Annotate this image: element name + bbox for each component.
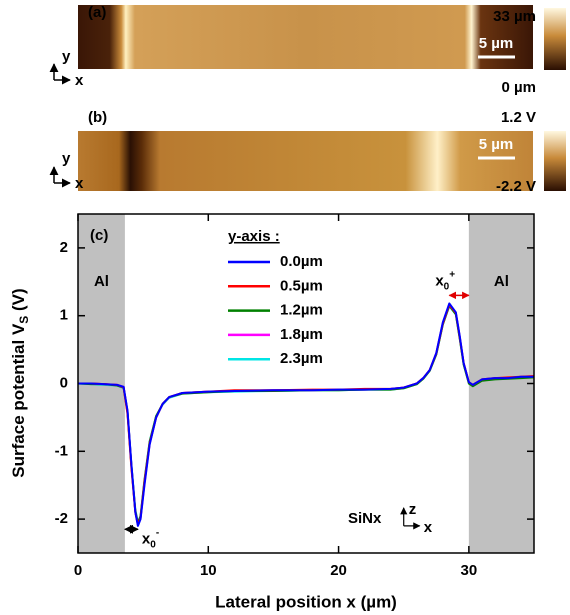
legend-label: 1.8µm — [280, 326, 323, 343]
axes-icon-x: x — [424, 519, 433, 536]
panel-label: (c) — [90, 227, 108, 244]
annotation-sup: - — [156, 527, 159, 538]
panel-label: (a) — [88, 4, 106, 21]
x-tick-label: 10 — [200, 562, 217, 579]
legend-label: 2.3µm — [280, 350, 323, 367]
x-axis-label: Lateral position x (µm) — [215, 592, 397, 611]
y-axis-label: Surface potential VS (V) — [9, 288, 31, 477]
annotation-base: x — [142, 530, 151, 547]
y-tick-label: 2 — [60, 239, 68, 256]
y-tick-label: 0 — [60, 374, 68, 391]
axes-icon — [49, 166, 71, 188]
legend-title: y-axis : — [228, 228, 280, 245]
scale-min: -2.2 V — [496, 178, 536, 195]
legend-label: 0.5µm — [280, 277, 323, 294]
region-label: Al — [94, 273, 109, 290]
plot-frame — [77, 213, 535, 554]
axis-x-label: x — [75, 72, 84, 89]
scale-min: 0 µm — [502, 79, 537, 96]
axis-x-label: x — [75, 175, 84, 192]
series-line — [78, 302, 534, 527]
potential-map — [78, 131, 533, 191]
topography-map — [78, 5, 533, 69]
legend-label: 1.2µm — [280, 302, 323, 319]
annotation-sub: 0 — [150, 539, 156, 550]
axes-icon-z: z — [409, 501, 417, 518]
panel-label: (b) — [88, 109, 107, 126]
plot: Al Al 0 10 20 30 -2 -1 0 1 2 (c) y-axis :0.0µm 0.5µm 1… — [55, 213, 535, 579]
legend-label: 0.0µm — [280, 253, 323, 270]
scale-max: 33 µm — [493, 8, 536, 25]
axes-icon — [49, 63, 71, 85]
axis-y-label: y — [62, 48, 71, 65]
annotation-base: x — [435, 272, 444, 289]
annotation: x0- — [142, 527, 159, 550]
axis-y-label: y — [62, 150, 71, 167]
region — [468, 214, 534, 553]
annotation: SiNx — [348, 510, 382, 527]
y-tick-label: 1 — [60, 307, 68, 324]
colorbar — [544, 131, 566, 191]
scale-max: 1.2 V — [501, 109, 536, 126]
x-tick-label: 20 — [330, 562, 347, 579]
x-tick-label: 30 — [461, 562, 478, 579]
annotation-sub: 0 — [444, 281, 450, 292]
annotation: x0+ — [435, 269, 455, 292]
colorbar — [544, 8, 566, 70]
scale-bar-label: 5 µm — [479, 35, 514, 52]
scale-bar-label: 5 µm — [479, 136, 514, 153]
region-label: Al — [494, 273, 509, 290]
y-tick-label: -2 — [55, 510, 68, 527]
y-tick-label: -1 — [55, 442, 68, 459]
x-tick-label: 0 — [74, 562, 82, 579]
annotation-sup: + — [449, 269, 455, 280]
